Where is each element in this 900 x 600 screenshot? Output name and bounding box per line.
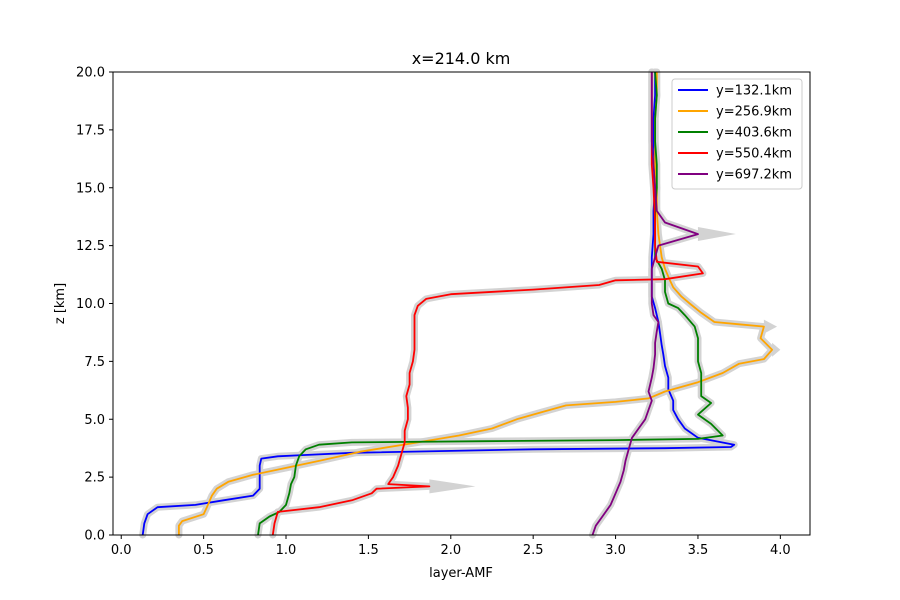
legend-label-2: y=256.9km bbox=[716, 105, 792, 120]
x-tick-label: 0.5 bbox=[193, 543, 214, 558]
series-line-2 bbox=[178, 72, 773, 535]
legend-label-1: y=132.1km bbox=[716, 84, 792, 99]
x-axis-ticks: 0.0 0.5 1.0 1.5 2.0 2.5 3.0 3.5 4.0 bbox=[111, 535, 791, 558]
y-tick-label: 7.5 bbox=[84, 355, 105, 370]
series-line-1 bbox=[141, 72, 736, 536]
y-tick-label: 2.5 bbox=[84, 471, 105, 486]
legend-label-5: y=697.2km bbox=[716, 168, 792, 183]
x-tick-label: 1.5 bbox=[358, 543, 379, 558]
x-tick-label: 3.0 bbox=[605, 543, 626, 558]
y-tick-label: 15.0 bbox=[76, 181, 105, 196]
x-tick-label: 0.0 bbox=[111, 543, 132, 558]
uncertainty-spike-2 bbox=[697, 227, 736, 242]
legend: y=132.1km y=256.9km y=403.6km y=550.4km y=69… bbox=[671, 78, 803, 190]
uncertainty-spike-3 bbox=[772, 342, 781, 357]
x-tick-label: 1.0 bbox=[276, 543, 297, 558]
y-tick-label: 0.0 bbox=[84, 529, 105, 544]
legend-label-3: y=403.6km bbox=[716, 126, 792, 141]
series-lines bbox=[141, 71, 773, 536]
y-tick-label: 20.0 bbox=[76, 66, 105, 81]
uncertainty-spike-1 bbox=[429, 479, 476, 494]
x-tick-label: 4.0 bbox=[770, 543, 791, 558]
chart-title: x=214.0 km bbox=[412, 49, 511, 68]
x-tick-label: 2.5 bbox=[523, 543, 544, 558]
x-tick-label: 2.0 bbox=[440, 543, 461, 558]
y-tick-label: 17.5 bbox=[76, 123, 105, 138]
legend-label-4: y=550.4km bbox=[716, 147, 792, 162]
y-tick-label: 12.5 bbox=[76, 239, 105, 254]
y-axis-ticks: 0.0 2.5 5.0 7.5 10.0 12.5 15.0 17.5 20.0 bbox=[76, 66, 113, 544]
legend-box bbox=[671, 78, 803, 190]
x-tick-label: 3.5 bbox=[688, 543, 709, 558]
x-axis-label: layer-AMF bbox=[429, 566, 493, 581]
y-axis-label: z [km] bbox=[53, 283, 68, 324]
y-tick-label: 5.0 bbox=[84, 413, 105, 428]
series-line-4 bbox=[271, 72, 704, 536]
series-line-5 bbox=[591, 72, 699, 536]
uncertainty-spike-4 bbox=[763, 319, 778, 334]
y-tick-label: 10.0 bbox=[76, 297, 105, 312]
